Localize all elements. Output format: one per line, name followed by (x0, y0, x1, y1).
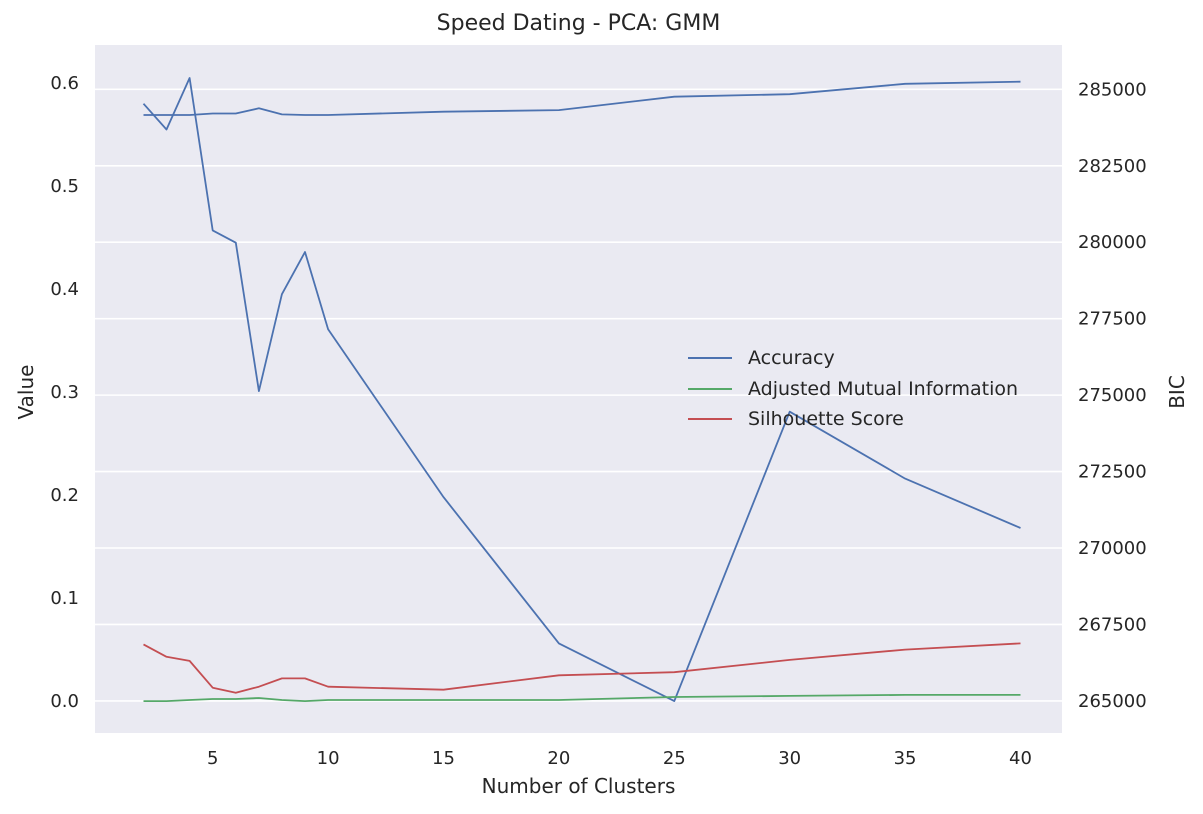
y-tick-label: 0.3 (50, 382, 79, 403)
x-tick-label: 20 (547, 748, 570, 769)
legend-swatch-accuracy (688, 357, 732, 360)
x-tick-label: 35 (894, 748, 917, 769)
y2-tick-label: 285000 (1078, 79, 1147, 100)
y-tick-label: 0.1 (50, 588, 79, 609)
y2-tick-label: 265000 (1078, 691, 1147, 712)
series-line-accuracy (142, 77, 1021, 702)
legend-item-silhouette: Silhouette Score (688, 404, 1018, 435)
y-tick-label: 0.4 (50, 279, 79, 300)
y2-axis-label: BIC (1165, 375, 1189, 409)
y2-tick-label: 270000 (1078, 538, 1147, 559)
y-tick-label: 0.6 (50, 73, 79, 94)
series-line-adjusted-mutual-information (143, 694, 1021, 702)
y-tick-label: 0.5 (50, 176, 79, 197)
x-tick-label: 15 (432, 748, 455, 769)
legend-swatch-ami (688, 387, 732, 390)
x-axis-label: Number of Clusters (481, 774, 676, 798)
y2-tick-label: 280000 (1078, 232, 1147, 253)
legend: Accuracy Adjusted Mutual Information Sil… (688, 343, 1018, 435)
y-tick-label: 0.2 (50, 485, 79, 506)
x-tick-label: 10 (317, 748, 340, 769)
y2-tick-label: 275000 (1078, 385, 1147, 406)
y2-tick-label: 272500 (1078, 462, 1147, 483)
series-lines (142, 77, 1021, 702)
tick-labels: 265000 267500 270000 272500 275000 277500 2800… (50, 73, 1146, 769)
legend-label-ami: Adjusted Mutual Information (748, 377, 1019, 400)
series-line-bic (143, 80, 1021, 116)
y2-tick-label: 282500 (1078, 156, 1147, 177)
legend-label-accuracy: Accuracy (748, 347, 835, 370)
legend-item-accuracy: Accuracy (688, 343, 1018, 374)
legend-swatch-silhouette (688, 418, 732, 421)
x-tick-label: 40 (1009, 748, 1032, 769)
x-tick-label: 30 (778, 748, 801, 769)
y-axis-label: Value (14, 364, 38, 420)
legend-label-silhouette: Silhouette Score (748, 408, 904, 431)
x-tick-label: 5 (207, 748, 218, 769)
y-tick-label: 0.0 (50, 691, 79, 712)
y2-tick-label: 277500 (1078, 309, 1147, 330)
grid (95, 88, 1062, 702)
x-tick-label: 25 (663, 748, 686, 769)
chart-title: Speed Dating - PCA: GMM (436, 11, 721, 36)
y2-tick-label: 267500 (1078, 614, 1147, 635)
series-line-silhouette-score (143, 642, 1021, 694)
plot-area (95, 45, 1062, 733)
legend-item-ami: Adjusted Mutual Information (688, 374, 1018, 405)
